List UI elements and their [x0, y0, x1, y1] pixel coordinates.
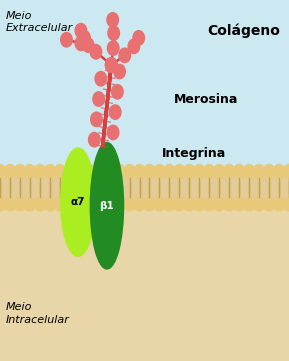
Circle shape	[84, 197, 95, 211]
Circle shape	[214, 197, 225, 211]
Circle shape	[214, 164, 225, 178]
Text: Colágeno: Colágeno	[208, 23, 280, 38]
Circle shape	[74, 164, 85, 178]
Circle shape	[234, 197, 245, 211]
Circle shape	[254, 164, 265, 178]
Circle shape	[114, 164, 125, 178]
Circle shape	[133, 31, 144, 45]
Circle shape	[134, 197, 145, 211]
Circle shape	[128, 39, 140, 53]
Circle shape	[108, 26, 119, 40]
Circle shape	[284, 197, 289, 211]
Circle shape	[144, 197, 155, 211]
Text: α7: α7	[71, 197, 85, 207]
Circle shape	[104, 197, 115, 211]
Circle shape	[224, 197, 235, 211]
Circle shape	[44, 197, 55, 211]
Circle shape	[224, 164, 235, 178]
Circle shape	[274, 197, 285, 211]
Circle shape	[105, 58, 117, 72]
Circle shape	[114, 197, 125, 211]
Circle shape	[184, 197, 195, 211]
Text: Merosina: Merosina	[173, 93, 238, 106]
Circle shape	[74, 197, 85, 211]
Circle shape	[112, 84, 123, 99]
Text: β1: β1	[99, 201, 114, 211]
Circle shape	[284, 164, 289, 178]
Circle shape	[44, 164, 55, 178]
Bar	[0, 168, 289, 208]
Circle shape	[79, 31, 90, 45]
Text: Integrina: Integrina	[162, 147, 226, 160]
Ellipse shape	[90, 143, 123, 269]
Circle shape	[4, 164, 15, 178]
Circle shape	[54, 197, 65, 211]
Bar	[0, 0, 289, 168]
Text: Meio
Extracelular: Meio Extracelular	[6, 11, 73, 33]
Circle shape	[108, 41, 119, 55]
Circle shape	[164, 164, 175, 178]
Circle shape	[82, 38, 94, 52]
Circle shape	[61, 32, 72, 47]
Circle shape	[14, 197, 25, 211]
Circle shape	[110, 105, 121, 119]
Circle shape	[254, 197, 265, 211]
Bar	[0, 168, 289, 361]
Ellipse shape	[61, 148, 95, 256]
Circle shape	[107, 125, 119, 140]
Circle shape	[93, 92, 104, 106]
Circle shape	[90, 44, 102, 59]
Circle shape	[54, 164, 65, 178]
Circle shape	[144, 164, 155, 178]
Circle shape	[75, 23, 87, 38]
Circle shape	[244, 197, 255, 211]
Circle shape	[194, 197, 205, 211]
Circle shape	[134, 164, 145, 178]
Circle shape	[124, 197, 135, 211]
Circle shape	[124, 164, 135, 178]
Circle shape	[34, 164, 45, 178]
Circle shape	[94, 164, 105, 178]
Circle shape	[244, 164, 255, 178]
Circle shape	[105, 58, 117, 72]
Text: Meio
Intracelular: Meio Intracelular	[6, 303, 70, 325]
Circle shape	[24, 197, 35, 211]
Circle shape	[95, 71, 107, 86]
Circle shape	[105, 58, 117, 72]
Circle shape	[75, 36, 87, 51]
Circle shape	[184, 164, 195, 178]
Circle shape	[34, 197, 45, 211]
Circle shape	[164, 197, 175, 211]
Circle shape	[104, 164, 115, 178]
Circle shape	[0, 164, 5, 178]
Circle shape	[154, 197, 165, 211]
Circle shape	[234, 164, 245, 178]
Circle shape	[94, 197, 105, 211]
Circle shape	[64, 164, 75, 178]
Circle shape	[114, 64, 125, 79]
Circle shape	[107, 13, 118, 27]
Circle shape	[174, 197, 185, 211]
Circle shape	[204, 164, 215, 178]
Circle shape	[119, 48, 131, 62]
Circle shape	[194, 164, 205, 178]
Circle shape	[174, 164, 185, 178]
Circle shape	[0, 197, 5, 211]
Circle shape	[14, 164, 25, 178]
Circle shape	[274, 164, 285, 178]
Circle shape	[204, 197, 215, 211]
Circle shape	[64, 197, 75, 211]
Circle shape	[264, 164, 275, 178]
Circle shape	[264, 197, 275, 211]
Circle shape	[84, 164, 95, 178]
Circle shape	[88, 132, 100, 147]
Circle shape	[91, 112, 102, 127]
Circle shape	[154, 164, 165, 178]
Circle shape	[24, 164, 35, 178]
Circle shape	[4, 197, 15, 211]
